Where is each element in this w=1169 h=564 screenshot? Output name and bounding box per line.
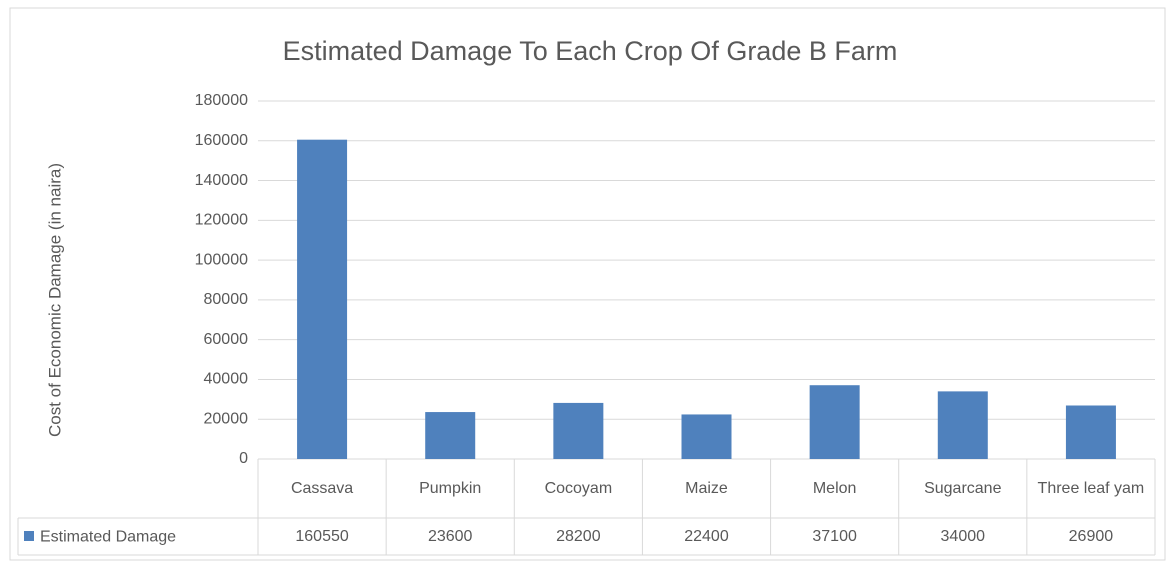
y-tick-label: 120000 xyxy=(195,212,248,229)
category-label: Melon xyxy=(812,479,857,497)
category-label-box: Cocoyam xyxy=(544,479,613,497)
category-label: Pumpkin xyxy=(419,479,482,497)
value-cell-box: 160550 xyxy=(295,527,349,545)
legend-label: Estimated Damage xyxy=(40,529,176,546)
y-tick-label: 80000 xyxy=(204,291,249,308)
value-cell-box: 22400 xyxy=(684,527,729,545)
value-cell: 34000 xyxy=(940,527,986,545)
y-tick-label: 0 xyxy=(239,450,248,467)
y-tick-label: 100000 xyxy=(195,251,248,268)
value-cell-box: 37100 xyxy=(812,527,857,545)
category-label-box: Pumpkin xyxy=(419,479,482,497)
value-cell: 160550 xyxy=(295,527,349,545)
y-tick-label: 20000 xyxy=(204,410,249,427)
category-label: Cocoyam xyxy=(544,479,613,497)
category-label: Three leaf yam xyxy=(1037,479,1145,497)
category-label-box: Cassava xyxy=(290,479,354,497)
value-cell: 23600 xyxy=(427,527,473,545)
category-label: Cassava xyxy=(290,479,354,497)
y-tick-label: 40000 xyxy=(204,371,249,388)
y-tick-label: 180000 xyxy=(195,92,248,109)
bar xyxy=(937,391,988,459)
chart-title: Estimated Damage To Each Crop Of Grade B… xyxy=(283,36,898,66)
y-axis-label: Cost of Economic Damage (in naira) xyxy=(45,163,64,437)
y-tick-label: 60000 xyxy=(204,331,249,348)
bar xyxy=(1065,405,1116,459)
bar xyxy=(297,139,348,459)
bar xyxy=(553,402,604,459)
bar xyxy=(809,385,860,459)
value-cell-box: 23600 xyxy=(427,527,473,545)
bar xyxy=(681,414,732,459)
y-tick-label: 140000 xyxy=(195,172,248,189)
value-cell-box: 26900 xyxy=(1068,527,1114,545)
bar xyxy=(425,412,476,459)
value-cell-box: 34000 xyxy=(940,527,986,545)
chart-frame xyxy=(9,7,1166,561)
category-label: Maize xyxy=(685,479,728,497)
category-label-box: Sugarcane xyxy=(924,479,1002,497)
value-cell: 28200 xyxy=(556,527,601,545)
value-cell: 22400 xyxy=(684,527,729,545)
value-cell: 37100 xyxy=(812,527,857,545)
category-label-box: Maize xyxy=(685,479,728,497)
category-label-box: Three leaf yam xyxy=(1037,479,1145,497)
category-label-box: Melon xyxy=(812,479,857,497)
category-label: Sugarcane xyxy=(924,479,1002,497)
legend-swatch xyxy=(24,531,34,541)
value-cell: 26900 xyxy=(1068,527,1114,545)
y-tick-label: 160000 xyxy=(195,132,248,149)
value-cell-box: 28200 xyxy=(556,527,601,545)
